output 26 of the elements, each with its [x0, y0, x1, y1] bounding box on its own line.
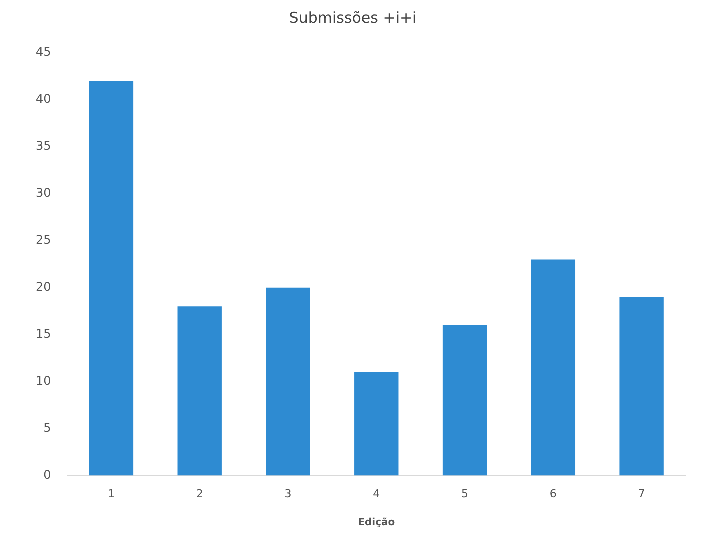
x-tick-label: 1	[108, 487, 115, 500]
y-tick-label: 30	[36, 186, 52, 200]
bar	[266, 288, 310, 476]
bar	[354, 372, 399, 476]
x-tick-label: 2	[196, 487, 204, 500]
chart-title: Submissões +i+i	[289, 8, 417, 27]
y-tick-label: 15	[36, 326, 52, 341]
y-tick-label: 0	[44, 468, 52, 482]
bar	[442, 325, 488, 476]
y-tick-label: 20	[36, 280, 52, 294]
bar	[89, 81, 134, 476]
bar	[620, 297, 664, 476]
y-tick-label: 5	[44, 420, 52, 435]
x-tick-label: 4	[373, 487, 380, 500]
y-tick-label: 35	[36, 139, 52, 154]
y-tick-label: 25	[36, 233, 52, 248]
y-tick-label: 40	[36, 92, 52, 106]
bar	[178, 306, 222, 476]
x-tick-label: 5	[462, 487, 469, 500]
x-axis-title: Edição	[358, 518, 396, 529]
x-tick-label: 6	[550, 487, 557, 500]
bar	[531, 260, 576, 476]
x-tick-label: 7	[638, 487, 646, 500]
x-tick-label: 3	[284, 487, 292, 500]
y-tick-label: 45	[36, 45, 52, 60]
y-tick-label: 10	[36, 374, 52, 388]
